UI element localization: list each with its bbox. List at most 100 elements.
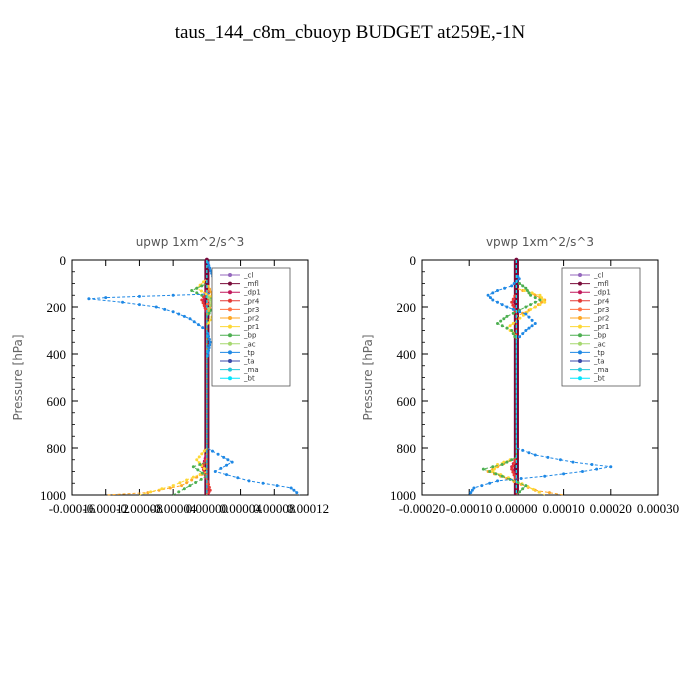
series-point-tp bbox=[208, 266, 212, 270]
series-point-tp bbox=[512, 282, 516, 285]
series-point-tp bbox=[207, 348, 211, 352]
series-point-bp bbox=[505, 460, 509, 464]
x-tick-label: 0.00000 bbox=[495, 501, 537, 516]
series-point-tp bbox=[213, 470, 217, 473]
legend-swatch-marker bbox=[578, 281, 582, 286]
legend-swatch-marker bbox=[578, 316, 582, 320]
y-tick-label: 200 bbox=[397, 300, 417, 315]
series-point-bp bbox=[529, 293, 533, 297]
series-point-bp bbox=[502, 317, 506, 321]
series-point-tp bbox=[208, 340, 212, 344]
series-point-tp bbox=[580, 470, 584, 473]
series-point-ac bbox=[208, 303, 212, 307]
y-tick-label: 800 bbox=[47, 441, 67, 456]
series-point-bp bbox=[521, 487, 525, 491]
series-point-tp bbox=[518, 335, 522, 339]
series-point-tp bbox=[469, 491, 473, 495]
series-point-tp bbox=[137, 294, 141, 298]
series-point-pr1 bbox=[208, 318, 212, 322]
series-point-tp bbox=[207, 346, 211, 350]
series-point-tp bbox=[121, 300, 125, 304]
series-point-pr4 bbox=[510, 467, 514, 471]
legend-entry: _ac bbox=[243, 340, 256, 348]
legend-entry: _tp bbox=[243, 349, 255, 357]
legend-swatch-marker bbox=[228, 376, 232, 381]
series-point-tp bbox=[247, 479, 251, 483]
series-point-pr1 bbox=[149, 490, 153, 494]
series-point-pr2 bbox=[547, 491, 551, 495]
series-point-bp bbox=[194, 480, 198, 484]
series-point-tp bbox=[590, 462, 594, 466]
series-point-tp bbox=[196, 323, 200, 327]
series-point-tp bbox=[87, 297, 91, 301]
series-point-pr4 bbox=[511, 303, 515, 307]
series-point-pr4 bbox=[511, 470, 515, 474]
series-point-pr1 bbox=[191, 475, 195, 479]
series-point-bp bbox=[524, 286, 528, 290]
series-point-bp bbox=[195, 291, 199, 295]
legend-swatch-marker bbox=[578, 307, 582, 312]
series-point-tp bbox=[595, 467, 599, 471]
series-point-pr4 bbox=[207, 482, 211, 486]
x-tick-label: -0.00020 bbox=[399, 501, 446, 516]
series-point-bp bbox=[496, 321, 500, 325]
series-point-pr2 bbox=[533, 293, 537, 297]
series-point-pr4 bbox=[512, 473, 516, 477]
legend-entry: _ma bbox=[243, 366, 259, 374]
series-point-tp bbox=[216, 452, 220, 456]
series-point-pr4 bbox=[207, 485, 211, 489]
series-point-tp bbox=[530, 324, 534, 328]
series-point-bp bbox=[510, 329, 514, 332]
series-point-bp bbox=[505, 314, 509, 318]
series-point-tp bbox=[480, 484, 484, 488]
series-point-pr2 bbox=[208, 287, 212, 291]
series-point-tp bbox=[236, 476, 240, 480]
series-point-bp bbox=[491, 465, 495, 469]
chart-panel-2: vpwp 1xm^2/s^3 Pressure [hPa] 0 200 400 600 80… bbox=[361, 235, 679, 516]
series-point-bp bbox=[182, 487, 186, 491]
series-point-dp1 bbox=[202, 297, 206, 301]
series-point-tp bbox=[510, 284, 514, 288]
legend-swatch-marker bbox=[228, 298, 232, 303]
y-tick-label: 1000 bbox=[390, 488, 416, 503]
legend-entry: _cl bbox=[593, 272, 603, 280]
series-point-tp bbox=[518, 310, 522, 314]
series-point-pr1 bbox=[185, 478, 189, 482]
legend-entry: _pr1 bbox=[243, 323, 259, 331]
series-point-bp bbox=[533, 296, 537, 300]
series-point-pr4 bbox=[511, 297, 515, 301]
series-point-bp bbox=[518, 282, 522, 285]
series-point-bp bbox=[191, 465, 195, 469]
series-point-bp bbox=[527, 291, 531, 295]
legend-entry: _dp1 bbox=[243, 289, 261, 297]
series-point-pr1 bbox=[199, 289, 203, 293]
legend-swatch-marker bbox=[228, 359, 232, 363]
legend-entry: _pr3 bbox=[243, 306, 259, 314]
legend-swatch-marker bbox=[578, 273, 582, 277]
series-point-tp bbox=[188, 317, 192, 321]
series-point-tp bbox=[524, 312, 528, 316]
legend-entry: _pr2 bbox=[593, 315, 609, 323]
legend-swatch-marker bbox=[578, 290, 582, 295]
legend-entry: _ta bbox=[243, 358, 255, 366]
series-point-tp bbox=[182, 314, 186, 318]
legend-entry: _bp bbox=[243, 332, 257, 340]
x-tick-label: -0.00016 bbox=[49, 501, 96, 516]
x-tick-label: -0.00012 bbox=[82, 501, 129, 516]
series-point-bp bbox=[511, 311, 515, 315]
series-point-bp bbox=[524, 305, 528, 309]
series-point-tp bbox=[230, 460, 234, 464]
legend-swatch-marker bbox=[578, 333, 582, 338]
y-axis-label: Pressure [hPa] bbox=[361, 334, 375, 420]
series-point-pr1 bbox=[538, 293, 542, 297]
y-tick-label: 800 bbox=[397, 441, 417, 456]
legend-entry: _cl bbox=[243, 272, 253, 280]
series-point-pr4 bbox=[510, 300, 514, 304]
series-point-pr2 bbox=[146, 491, 150, 495]
series-point-pr1 bbox=[530, 291, 534, 295]
series-point-bp bbox=[207, 311, 211, 315]
series-point-tp bbox=[192, 320, 196, 324]
series-point-tp bbox=[171, 310, 175, 314]
series-point-tp bbox=[527, 315, 531, 319]
series-point-pr2 bbox=[185, 481, 189, 485]
